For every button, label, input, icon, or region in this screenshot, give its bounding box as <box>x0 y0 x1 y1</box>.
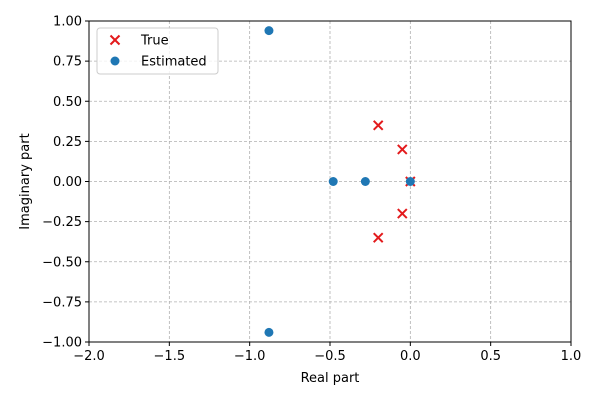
true-point <box>397 208 408 219</box>
estimated-point <box>328 177 338 186</box>
true-point <box>372 232 384 243</box>
true-point <box>397 144 408 155</box>
y-tick-label: 1.00 <box>53 15 82 30</box>
y-tick-label: −0.75 <box>42 295 82 310</box>
y-tick-label: 0.75 <box>53 55 82 70</box>
legend-box <box>96 27 219 75</box>
x-tick-label: −2.0 <box>73 349 105 364</box>
legend-label: Estimated <box>141 55 207 70</box>
x-tick-label: −1.0 <box>234 349 266 364</box>
y-tick-label: 0.25 <box>53 135 82 150</box>
y-tick-label: 0.00 <box>53 175 82 190</box>
axis-ticks: −2.0 −1.5 −1.0 −0.5 0.0 0.5 1.0 −1.00 −0.75 −0.50… <box>42 15 581 365</box>
x-tick-label: −0.5 <box>314 349 346 364</box>
y-tick-label: −0.25 <box>42 215 82 230</box>
estimated-point <box>264 26 274 36</box>
y-tick-label: 0.50 <box>53 95 82 110</box>
true-point <box>372 120 384 131</box>
legend-label: True <box>140 34 169 49</box>
legend: True Estimated <box>96 27 219 75</box>
x-tick-label: −1.5 <box>154 349 186 364</box>
plot-points <box>264 26 416 337</box>
estimated-point <box>264 327 274 337</box>
x-tick-label: 0.5 <box>480 349 501 364</box>
legend-marker-true <box>109 34 121 46</box>
legend-marker-estimated <box>110 56 120 66</box>
x-axis-label: Real part <box>301 371 360 386</box>
x-tick-label: 1.0 <box>561 349 582 364</box>
estimated-point <box>405 177 415 186</box>
y-tick-label: −0.50 <box>42 255 82 270</box>
estimated-point <box>360 177 370 186</box>
y-tick-label: −1.00 <box>42 336 82 351</box>
y-axis-label: Imaginary part <box>18 133 33 229</box>
x-tick-label: 0.0 <box>400 349 421 364</box>
